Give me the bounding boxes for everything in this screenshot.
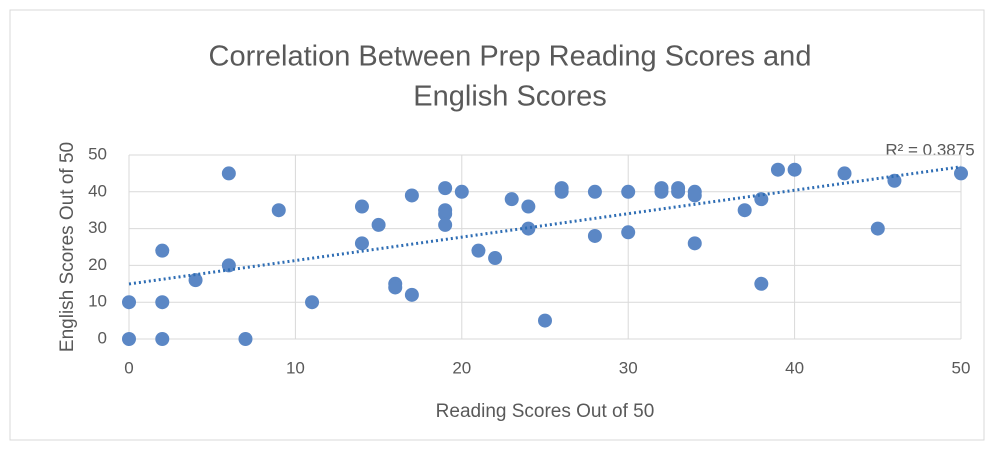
point [155, 332, 170, 346]
point [554, 184, 569, 199]
chart-title: Correlation Between Prep Reading Scores … [209, 41, 812, 73]
y-tick-label: 10 [88, 292, 107, 311]
chart-frame [9, 9, 985, 441]
point [488, 251, 503, 266]
point [621, 184, 636, 199]
chart-title: English Scores [413, 81, 606, 113]
point [770, 162, 785, 177]
y-tick-label: 30 [88, 218, 107, 237]
point [155, 295, 170, 310]
x-tick-label: 30 [619, 358, 638, 377]
point [438, 181, 453, 196]
point [438, 217, 453, 232]
point [122, 332, 136, 346]
point [737, 203, 752, 218]
point [687, 188, 702, 203]
point [837, 166, 852, 181]
point [371, 217, 386, 232]
point [754, 276, 769, 291]
point [521, 199, 536, 214]
point [504, 192, 519, 207]
point [354, 199, 369, 214]
point [521, 221, 536, 236]
point [271, 203, 286, 218]
point [454, 184, 469, 199]
y-tick-label: 40 [88, 181, 107, 200]
point [687, 236, 702, 251]
point [122, 295, 136, 310]
point [238, 332, 253, 346]
point [471, 243, 486, 258]
x-tick-label: 40 [785, 358, 804, 377]
point [754, 192, 769, 207]
point [587, 228, 602, 243]
point [621, 225, 636, 240]
point [354, 236, 369, 251]
y-axis-title: English Scores Out of 50 [57, 142, 78, 352]
x-tick-label: 20 [452, 358, 471, 377]
x-axis-title: Reading Scores Out of 50 [436, 401, 655, 422]
y-tick-label: 0 [98, 328, 107, 347]
x-tick-label: 10 [286, 358, 305, 377]
point [787, 162, 802, 177]
point [388, 280, 403, 295]
point [305, 295, 320, 310]
point [438, 206, 453, 221]
trendline [128, 165, 962, 286]
point [155, 243, 170, 258]
point [954, 166, 968, 181]
point [870, 221, 885, 236]
point [404, 287, 419, 302]
x-tick-label: 0 [124, 358, 133, 377]
point [654, 184, 669, 199]
point [404, 188, 419, 203]
y-tick-label: 50 [88, 144, 107, 163]
point [188, 273, 203, 288]
point [221, 258, 236, 273]
point [887, 173, 902, 188]
y-tick-label: 20 [88, 255, 107, 274]
x-tick-label: 50 [952, 358, 971, 377]
point [671, 184, 686, 199]
point [587, 184, 602, 199]
point [221, 166, 236, 181]
point [538, 313, 552, 328]
